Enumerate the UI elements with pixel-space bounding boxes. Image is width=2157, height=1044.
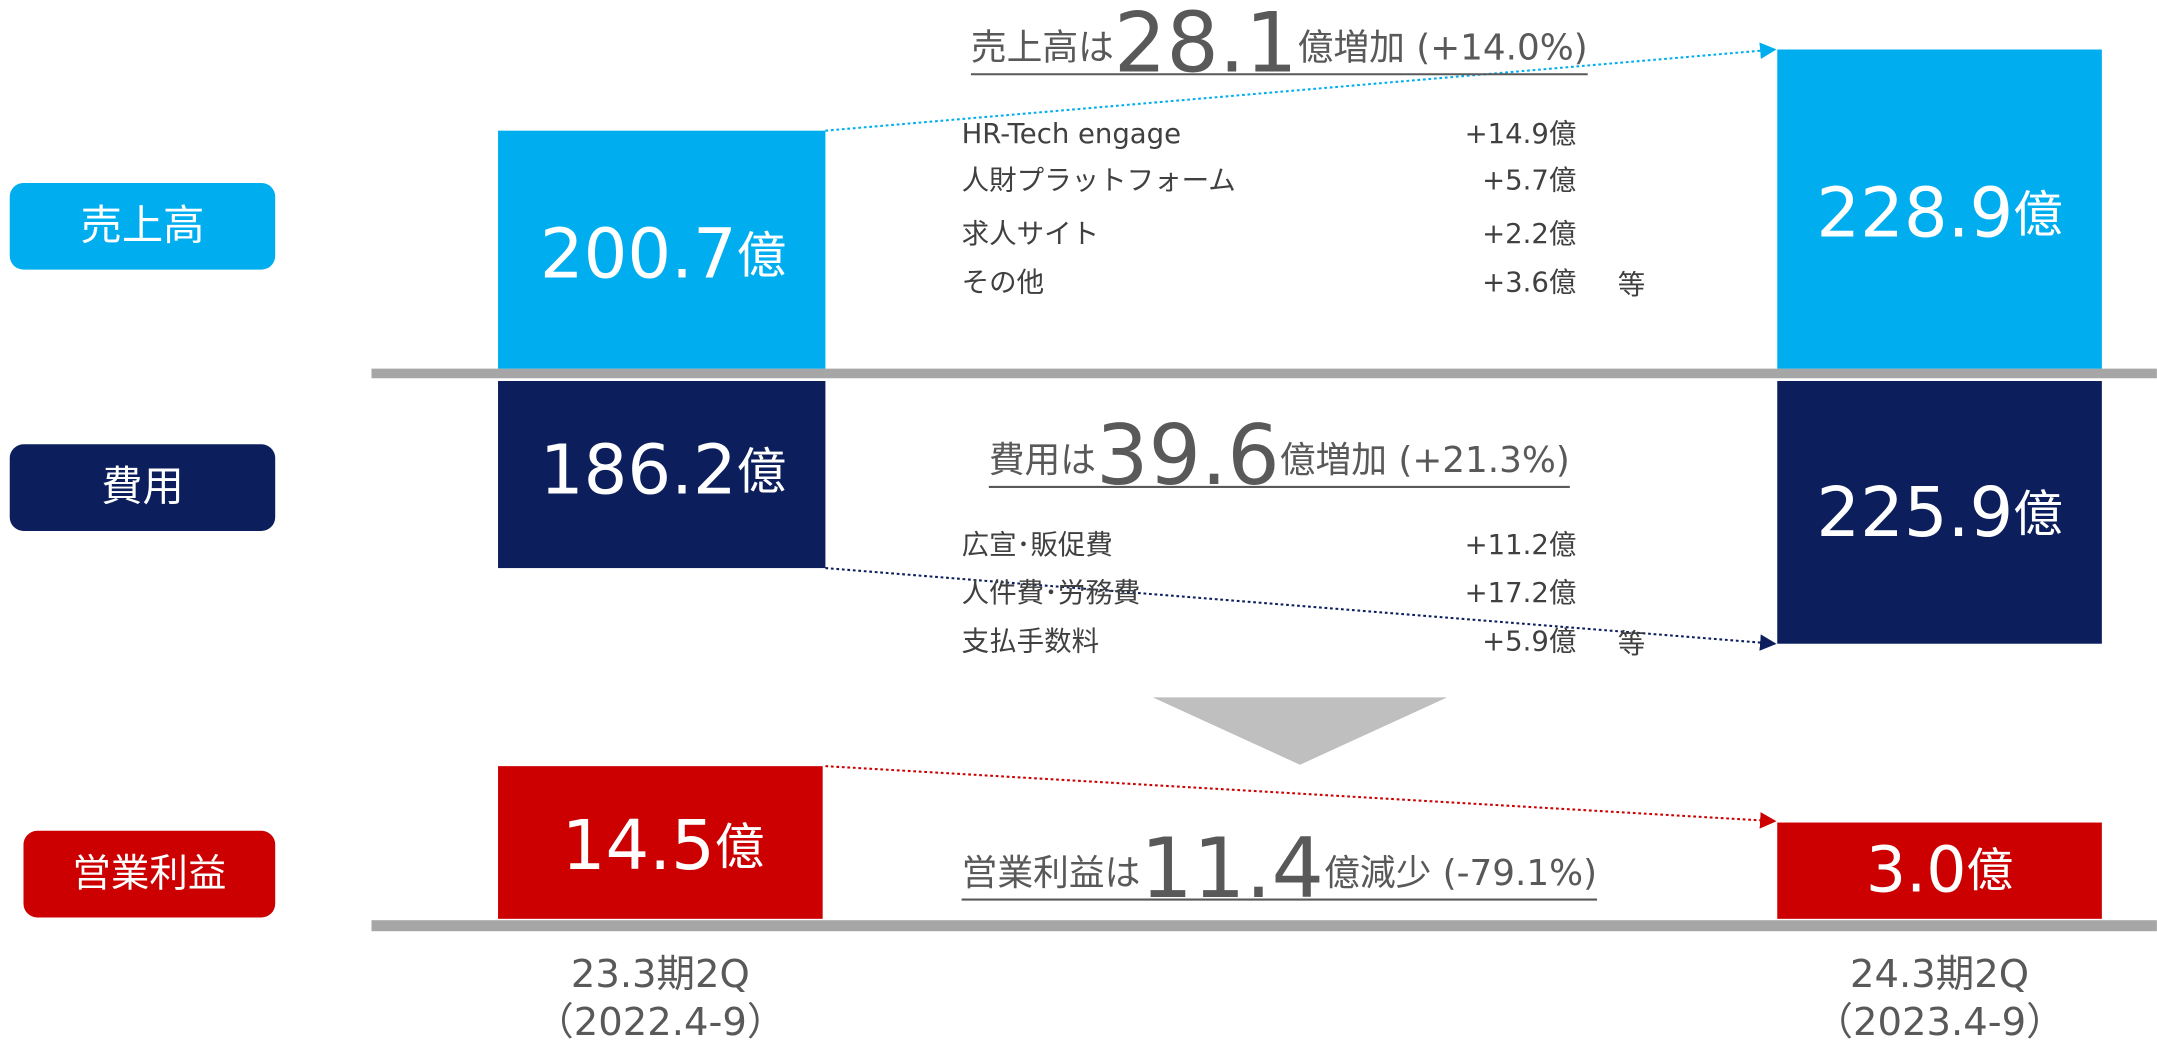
- headline: 売上高は28.1億増加 (+14.0%): [971, 0, 1588, 92]
- headline-post: 億増加 (+21.3%): [1280, 440, 1570, 481]
- item-value: +3.6億: [1482, 266, 1576, 298]
- headline-num: 39.6: [1096, 409, 1280, 505]
- item-etc: 等: [1618, 269, 1646, 301]
- label-box: [9, 444, 276, 531]
- block-value: 225.9億: [1816, 473, 2062, 553]
- item-value: +14.9億: [1465, 118, 1577, 150]
- block: [1777, 822, 2102, 919]
- block-value: 200.7億: [540, 215, 786, 295]
- item-etc: 等: [1618, 628, 1646, 660]
- value: 200.7: [540, 215, 737, 295]
- arrow: [825, 765, 1777, 829]
- value: 14.5: [562, 806, 715, 886]
- block: [498, 381, 826, 569]
- unit: 億: [2013, 485, 2063, 543]
- headline-pre: 費用は: [989, 440, 1096, 481]
- headline-post: 億増加 (+14.0%): [1298, 28, 1588, 69]
- headline: 費用は39.6億増加 (+21.3%): [989, 409, 1570, 505]
- item-value: +2.2億: [1482, 218, 1576, 250]
- separator: [371, 920, 2157, 932]
- item-name: その他: [962, 266, 1045, 298]
- item-name: 支払手数料: [962, 625, 1100, 657]
- headline-num: 11.4: [1140, 821, 1324, 917]
- block-value: 14.5億: [562, 806, 765, 886]
- headline-num: 28.1: [1114, 0, 1298, 92]
- arrow: [825, 567, 1777, 651]
- period: 24.3期2Q: [1850, 952, 2029, 997]
- period: 23.3期2Q: [571, 952, 750, 997]
- block-value: 186.2億: [540, 431, 786, 511]
- item-name: HR-Tech engage: [962, 118, 1181, 150]
- unit: 億: [1966, 844, 2013, 898]
- item-name: 人件費･労務費: [962, 577, 1141, 609]
- period-range: （2022.4-9）: [535, 1000, 785, 1044]
- value: 3.0: [1866, 832, 1967, 906]
- block-value: 3.0億: [1866, 832, 2013, 906]
- block: [498, 766, 823, 919]
- item-name: 広宣･販促費: [962, 529, 1113, 561]
- item-name: 求人サイト: [962, 218, 1100, 250]
- label-box: [9, 182, 276, 270]
- row-label: 営業利益: [72, 852, 226, 897]
- item-value: +5.7億: [1482, 165, 1576, 197]
- unit: 億: [737, 442, 787, 500]
- row-label: 売上高: [81, 201, 205, 249]
- block: [1777, 381, 2102, 644]
- value: 186.2: [540, 431, 737, 511]
- value: 225.9: [1816, 473, 2013, 553]
- item-value: +5.9億: [1482, 625, 1576, 657]
- value: 228.9: [1816, 173, 2013, 253]
- headline-pre: 売上高は: [971, 28, 1114, 69]
- block: [498, 130, 826, 369]
- block: [1777, 49, 2102, 369]
- arrow: [825, 42, 1777, 132]
- unit: 億: [737, 226, 787, 284]
- unit: 億: [2013, 185, 2063, 243]
- label-box: [23, 830, 276, 918]
- item-name: 人財プラットフォーム: [962, 165, 1236, 197]
- headline-pre: 営業利益は: [962, 853, 1141, 894]
- headline-post: 億減少 (-79.1%): [1324, 853, 1597, 894]
- item-value: +17.2億: [1465, 577, 1577, 609]
- period-range: （2023.4-9）: [1815, 1000, 2065, 1044]
- block-value: 228.9億: [1816, 173, 2062, 253]
- row-label: 費用: [101, 463, 184, 511]
- headline: 営業利益は11.4億減少 (-79.1%): [962, 821, 1597, 917]
- unit: 億: [715, 818, 765, 876]
- item-value: +11.2億: [1465, 529, 1577, 561]
- separator: [371, 368, 2157, 379]
- down-arrow: [1152, 697, 1448, 765]
